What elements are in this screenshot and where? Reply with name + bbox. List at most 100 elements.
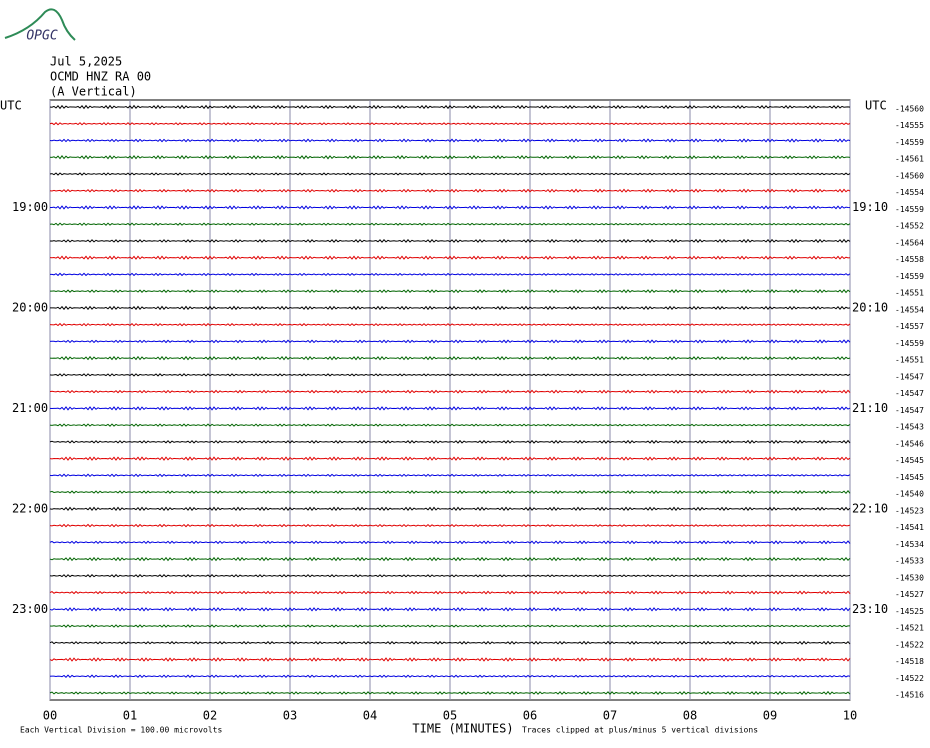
trace xyxy=(49,607,851,612)
trace xyxy=(49,456,851,461)
trace-offset-label: -14545 xyxy=(895,456,924,465)
trace xyxy=(49,690,851,696)
trace xyxy=(49,322,851,327)
trace-offset-label: -14533 xyxy=(895,557,924,566)
trace xyxy=(49,172,851,176)
x-tick-label: 00 xyxy=(43,709,57,723)
trace xyxy=(49,138,851,143)
x-axis-label: TIME (MINUTES) xyxy=(412,722,513,736)
trace xyxy=(49,188,851,193)
trace-offset-label: -14540 xyxy=(895,490,924,499)
trace-offset-label: -14554 xyxy=(895,188,924,197)
trace-offset-label: -14546 xyxy=(895,439,924,448)
trace xyxy=(49,406,851,411)
x-tick-label: 09 xyxy=(763,709,777,723)
trace-offset-label: -14530 xyxy=(895,573,924,582)
right-time-label: 23:10 xyxy=(852,602,888,616)
right-time-label: 22:10 xyxy=(852,501,888,515)
trace-offset-label: -14525 xyxy=(895,607,924,616)
trace-offset-label: -14551 xyxy=(895,289,924,298)
trace xyxy=(49,389,851,394)
trace-offset-label: -14564 xyxy=(895,238,924,247)
trace-offset-label: -14555 xyxy=(895,121,924,130)
trace xyxy=(49,222,851,226)
trace xyxy=(49,473,851,478)
trace-offset-label: -14559 xyxy=(895,205,924,214)
title-line: OCMD HNZ RA 00 xyxy=(50,70,151,84)
trace xyxy=(49,489,851,495)
trace-offset-label: -14518 xyxy=(895,657,924,666)
trace-offset-label: -14561 xyxy=(895,155,924,164)
left-time-label: 23:00 xyxy=(12,602,48,616)
trace-offset-label: -14559 xyxy=(895,339,924,348)
trace xyxy=(49,339,851,344)
x-tick-label: 01 xyxy=(123,709,137,723)
left-time-label: 21:00 xyxy=(12,401,48,415)
trace-offset-label: -14558 xyxy=(895,255,924,264)
trace xyxy=(49,439,851,444)
trace xyxy=(49,590,851,595)
trace-offset-label: -14516 xyxy=(895,691,924,700)
trace xyxy=(49,556,851,562)
trace-offset-label: -14554 xyxy=(895,305,924,314)
x-tick-label: 03 xyxy=(283,709,297,723)
trace-offset-label: -14527 xyxy=(895,590,924,599)
left-header: UTC xyxy=(0,99,22,113)
right-time-label: 21:10 xyxy=(852,401,888,415)
trace xyxy=(49,272,851,277)
trace xyxy=(49,255,851,260)
x-tick-label: 06 xyxy=(523,709,537,723)
trace-offset-label: -14551 xyxy=(895,356,924,365)
trace xyxy=(49,373,851,377)
x-tick-label: 04 xyxy=(363,709,377,723)
clip-note: Traces clipped at plus/minus 5 vertical … xyxy=(522,726,758,735)
trace-offset-label: -14545 xyxy=(895,473,924,482)
x-tick-label: 07 xyxy=(603,709,617,723)
left-time-label: 22:00 xyxy=(12,501,48,515)
trace-offset-label: -14523 xyxy=(895,506,924,515)
trace xyxy=(49,205,851,210)
trace-offset-label: -14552 xyxy=(895,222,924,231)
trace-offset-label: -14559 xyxy=(895,138,924,147)
trace xyxy=(49,122,851,126)
trace xyxy=(49,355,851,361)
x-tick-label: 05 xyxy=(443,709,457,723)
trace-offset-label: -14557 xyxy=(895,322,924,331)
trace-offset-label: -14547 xyxy=(895,389,924,398)
logo-curve xyxy=(4,8,76,41)
trace xyxy=(49,289,851,294)
scale-note: Each Vertical Division = 100.00 microvol… xyxy=(20,726,222,735)
trace-offset-label: -14534 xyxy=(895,540,924,549)
trace xyxy=(49,640,851,645)
trace-offset-label: -14547 xyxy=(895,406,924,415)
title-line: (A Vertical) xyxy=(50,85,137,99)
title-line: Jul 5,2025 xyxy=(50,55,122,69)
trace-offset-label: -14560 xyxy=(895,105,924,114)
right-header: UTC xyxy=(865,99,887,113)
trace xyxy=(49,624,850,628)
trace xyxy=(49,238,851,244)
trace-offset-label: -14560 xyxy=(895,171,924,180)
trace xyxy=(49,506,851,512)
trace-offset-label: -14521 xyxy=(895,624,924,633)
trace xyxy=(49,657,851,662)
right-time-label: 19:10 xyxy=(852,200,888,214)
x-tick-label: 10 xyxy=(843,709,857,723)
trace xyxy=(49,674,851,679)
trace-offset-label: -14541 xyxy=(895,523,924,532)
trace xyxy=(49,423,851,427)
trace xyxy=(49,540,851,545)
trace-offset-label: -14559 xyxy=(895,272,924,281)
trace xyxy=(49,305,851,311)
trace xyxy=(49,154,851,160)
trace-offset-label: -14543 xyxy=(895,423,924,432)
trace-offset-label: -14547 xyxy=(895,372,924,381)
x-tick-label: 02 xyxy=(203,709,217,723)
left-time-label: 20:00 xyxy=(12,300,48,314)
trace xyxy=(49,574,851,578)
trace xyxy=(49,104,851,110)
trace xyxy=(49,523,851,528)
logo-text: OPGC xyxy=(26,29,57,44)
x-tick-label: 08 xyxy=(683,709,697,723)
